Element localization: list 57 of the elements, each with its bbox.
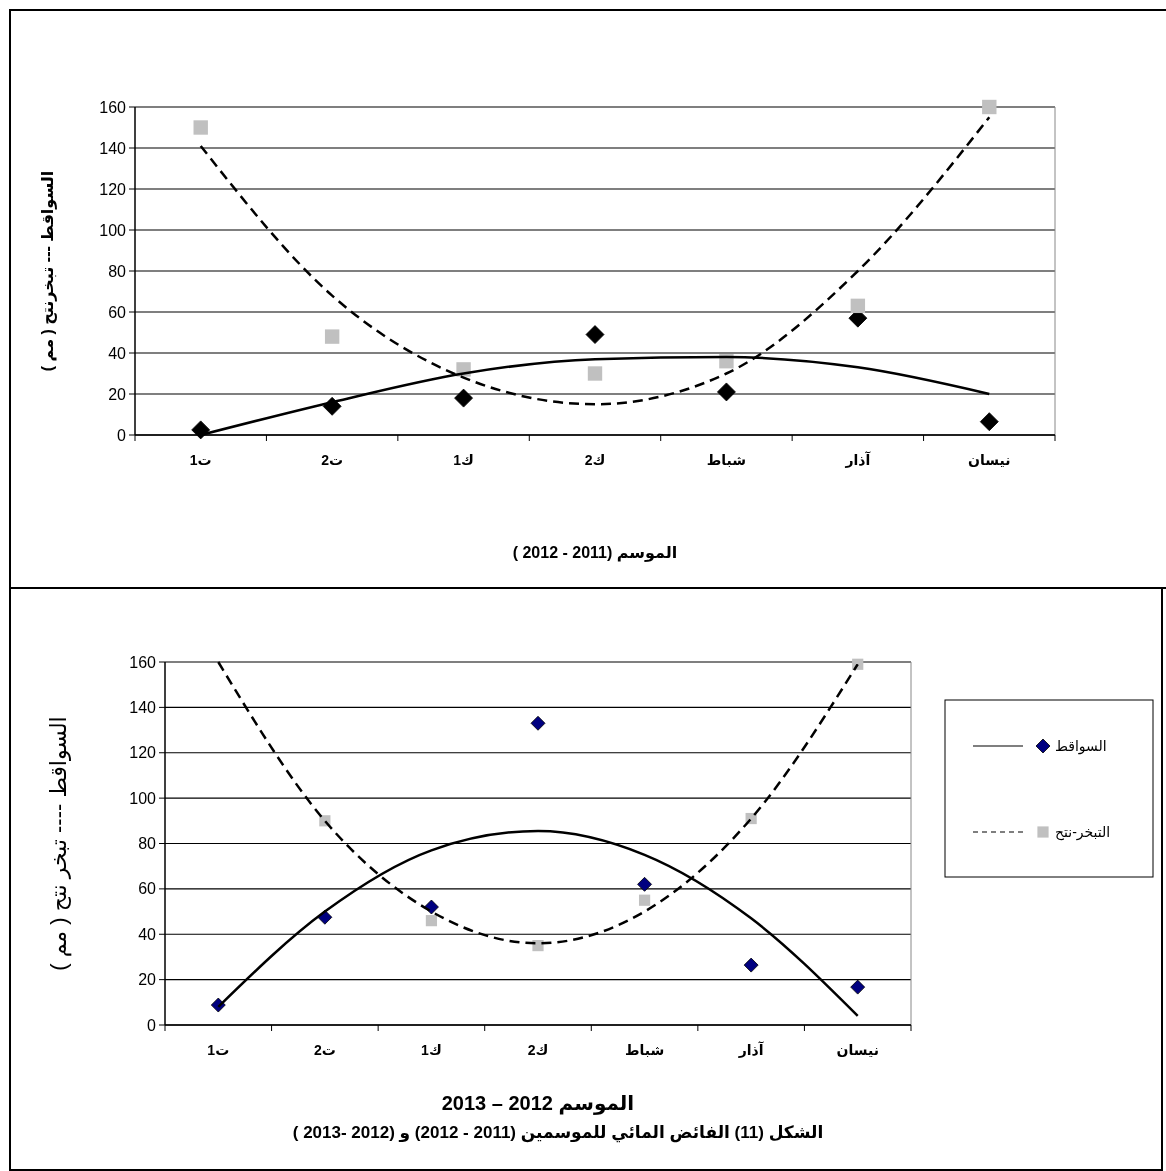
x-tick-label: آذار: [737, 1041, 765, 1058]
x-tick-label: ت2: [321, 452, 344, 468]
legend-label: السواقط: [1055, 737, 1107, 755]
x-tick-label: ك2: [527, 1042, 549, 1058]
y-tick-label: 40: [138, 925, 157, 943]
point: [425, 915, 438, 927]
point: [979, 412, 999, 432]
y-tick-label: 40: [108, 344, 127, 362]
point: [530, 715, 546, 731]
x-tick-label: ك1: [421, 1042, 442, 1058]
x-tick-label: شباط: [624, 1042, 665, 1058]
y-tick-label: 160: [99, 98, 127, 116]
point: [850, 979, 866, 995]
point: [532, 939, 544, 952]
point: [638, 894, 651, 906]
point: [585, 325, 605, 344]
x-tick-label: نيسان: [836, 1042, 879, 1058]
point: [743, 957, 759, 973]
y-tick-label: 140: [129, 698, 157, 716]
x-tick-label: ك1: [453, 452, 474, 468]
y-tick-label: 20: [108, 385, 127, 403]
y-tick-label: 80: [138, 835, 157, 853]
y-tick-label: 60: [138, 880, 157, 898]
point: [637, 876, 652, 892]
y-tick-label: 120: [99, 180, 127, 198]
y-tick-label: 100: [129, 789, 157, 807]
point: [587, 366, 603, 381]
x-tick-label: ت1: [207, 1042, 230, 1058]
text: الشكل (11) الفائض المائي للموسمين (2011 - 2012) و (2012 -2013 ): [292, 1123, 824, 1143]
y-tick-label: 0: [117, 426, 127, 444]
point: [324, 329, 340, 344]
y-axis-title: السواقط ---- تبخر نتح ( مم ): [46, 716, 72, 971]
point: [454, 388, 473, 408]
y-tick-label: 100: [99, 221, 127, 239]
y-tick-label: 0: [147, 1016, 157, 1034]
legend-label: التبخر-نتح: [1055, 823, 1111, 841]
y-tick-label: 60: [108, 303, 127, 321]
y-tick-label: 20: [138, 971, 157, 989]
point: [717, 382, 736, 402]
x-tick-label: ت2: [313, 1042, 336, 1058]
x-tick-label: شباط: [706, 452, 747, 468]
point: [322, 396, 342, 416]
x-axis-title: الموسم (2011 - 2012 ): [512, 544, 678, 562]
x-tick-label: ك2: [584, 452, 606, 468]
x-axis-title: الموسم 2012 – 2013: [441, 1092, 635, 1115]
point: [982, 99, 997, 115]
x-tick-label: نيسان: [968, 452, 1011, 468]
y-tick-label: 140: [99, 139, 127, 157]
y-tick-label: 120: [129, 744, 157, 762]
x-tick-label: آذار: [844, 451, 872, 468]
y-axis-title: السواقط --- تبخرنتح ( مم ): [39, 170, 57, 372]
x-tick-label: ت1: [189, 452, 212, 468]
point: [191, 420, 211, 440]
point: [193, 120, 208, 135]
y-tick-label: 80: [108, 262, 127, 280]
y-tick-label: 160: [129, 653, 157, 671]
point: [850, 298, 866, 314]
